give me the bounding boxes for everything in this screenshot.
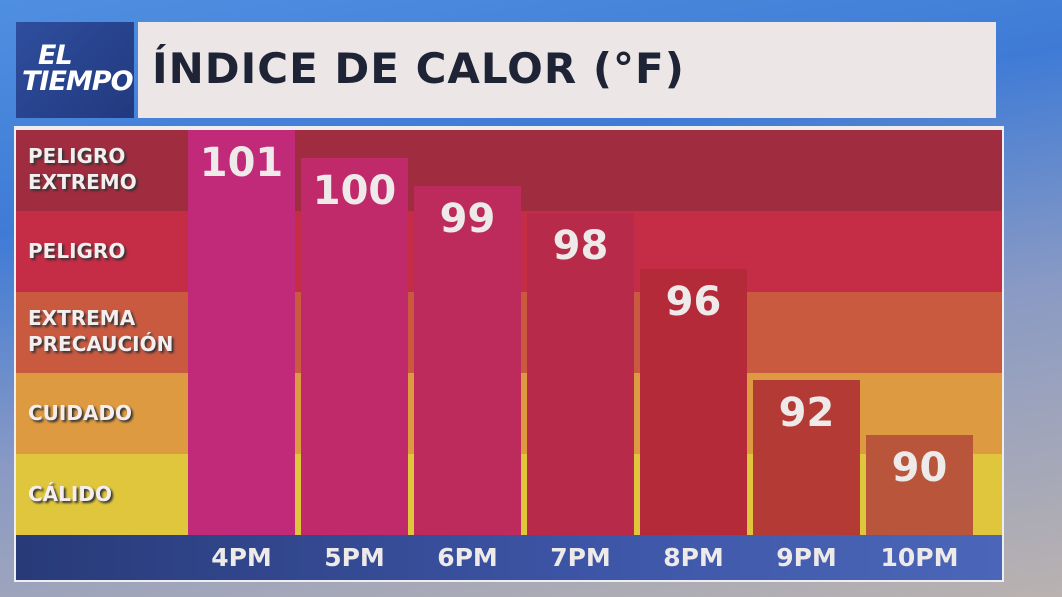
band-label-line1: PELIGRO bbox=[28, 239, 126, 263]
band-label-line1: EXTREMA bbox=[28, 306, 136, 330]
bar-7PM: 98 bbox=[527, 213, 634, 535]
title-box: ÍNDICE DE CALOR (°F) bbox=[138, 22, 996, 118]
band-label-line1: PELIGRO bbox=[28, 144, 126, 168]
band-label: CÁLIDO bbox=[28, 481, 112, 507]
bar-value-label: 101 bbox=[199, 140, 284, 186]
band-label-line1: CÁLIDO bbox=[28, 482, 112, 506]
x-tick-label: 4PM bbox=[211, 543, 272, 572]
x-tick-label: 5PM bbox=[324, 543, 385, 572]
el-tiempo-logo: EL TIEMPO bbox=[16, 22, 134, 118]
band-label: EXTREMA PRECAUCIÓN bbox=[28, 305, 173, 357]
logo-line1: EL bbox=[38, 40, 73, 71]
band-label-line1: CUIDADO bbox=[28, 401, 133, 425]
chart-title: ÍNDICE DE CALOR (°F) bbox=[152, 44, 685, 93]
band-label-line2: PRECAUCIÓN bbox=[28, 332, 174, 356]
logo-line2: TIEMPO bbox=[22, 66, 134, 97]
bar-6PM: 99 bbox=[414, 185, 521, 535]
band-label: CUIDADO bbox=[28, 400, 132, 426]
bar-value-label: 100 bbox=[312, 167, 397, 214]
bar-value-label: 92 bbox=[778, 389, 835, 436]
band-label-line2: EXTREMO bbox=[28, 170, 137, 194]
bar-5PM: 100 bbox=[301, 157, 408, 535]
bar-9PM: 92 bbox=[753, 379, 860, 535]
x-tick-label: 7PM bbox=[550, 543, 611, 572]
band-label: PELIGRO bbox=[28, 238, 125, 264]
chart-panel: PELIGRO EXTREMO PELIGRO EXTREMA PRECAUCIÓN CU… bbox=[14, 126, 1004, 582]
x-tick-label: 10PM bbox=[880, 543, 959, 572]
band-0: PELIGRO EXTREMO bbox=[16, 130, 1002, 211]
bar-8PM: 96 bbox=[640, 268, 747, 535]
bar-4PM: 101 bbox=[188, 130, 295, 535]
x-tick-label: 8PM bbox=[663, 543, 724, 572]
bar-value-label: 99 bbox=[439, 195, 496, 242]
bar-value-label: 90 bbox=[891, 445, 948, 492]
x-tick-label: 6PM bbox=[437, 543, 498, 572]
bar-10PM: 90 bbox=[866, 435, 973, 535]
bar-value-label: 96 bbox=[665, 278, 722, 325]
x-tick-label: 9PM bbox=[776, 543, 837, 572]
band-label: PELIGRO EXTREMO bbox=[28, 143, 137, 195]
x-axis: 4PM 5PM 6PM 7PM 8PM 9PM 10PM bbox=[16, 535, 1002, 580]
bar-value-label: 98 bbox=[552, 223, 609, 270]
